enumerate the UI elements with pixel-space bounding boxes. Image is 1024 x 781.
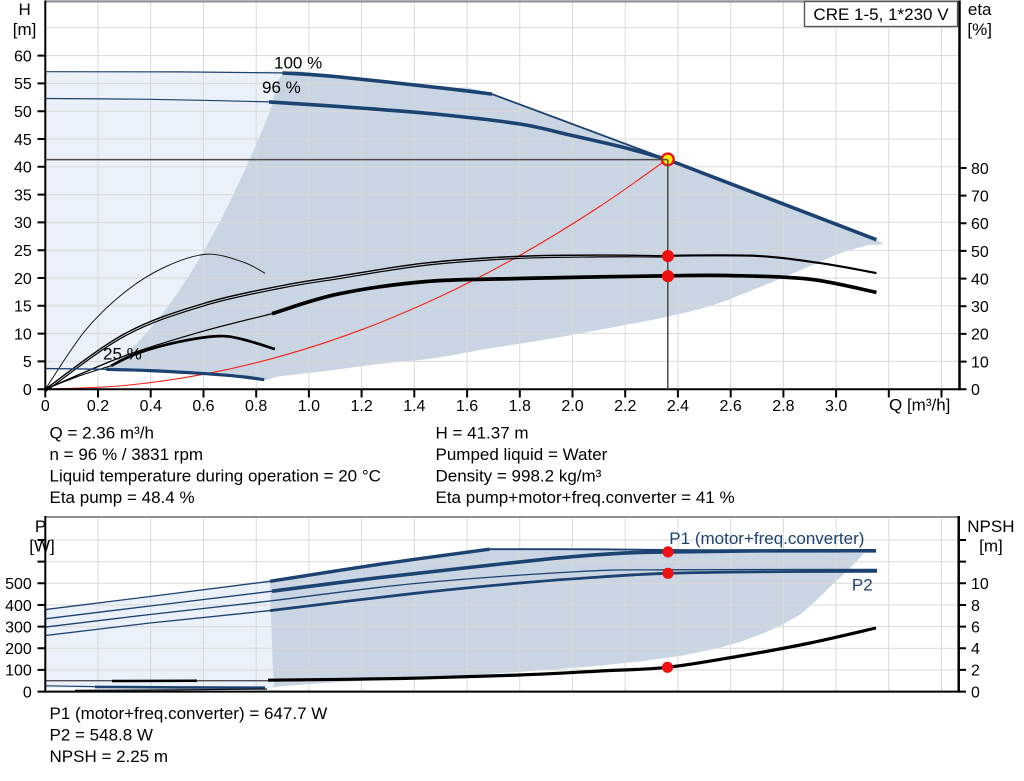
svg-text:40: 40 xyxy=(971,271,989,288)
svg-text:50: 50 xyxy=(971,244,989,261)
svg-text:P2: P2 xyxy=(852,576,873,595)
svg-text:H: H xyxy=(18,0,30,19)
svg-text:1.4: 1.4 xyxy=(403,398,425,415)
svg-text:1.2: 1.2 xyxy=(350,398,372,415)
svg-text:[%]: [%] xyxy=(967,20,992,39)
svg-text:5: 5 xyxy=(23,354,32,371)
svg-text:P1 (motor+freq.converter) = 64: P1 (motor+freq.converter) = 647.7 W xyxy=(50,704,328,723)
svg-text:50: 50 xyxy=(14,104,32,121)
svg-text:10: 10 xyxy=(971,354,989,371)
svg-text:60: 60 xyxy=(971,216,989,233)
svg-text:P2 = 548.8 W: P2 = 548.8 W xyxy=(50,726,153,745)
svg-text:NPSH: NPSH xyxy=(967,517,1014,536)
svg-text:80: 80 xyxy=(971,161,989,178)
svg-text:10: 10 xyxy=(14,326,32,343)
svg-text:3.0: 3.0 xyxy=(825,398,847,415)
svg-text:45: 45 xyxy=(14,132,32,149)
svg-text:8: 8 xyxy=(971,598,980,615)
svg-text:100: 100 xyxy=(5,663,32,680)
svg-text:300: 300 xyxy=(5,619,32,636)
svg-text:P1 (motor+freq.converter): P1 (motor+freq.converter) xyxy=(669,529,864,548)
svg-text:100 %: 100 % xyxy=(274,54,322,73)
svg-text:2.0: 2.0 xyxy=(561,398,583,415)
svg-text:0: 0 xyxy=(23,684,32,701)
svg-text:40: 40 xyxy=(14,160,32,177)
svg-text:Liquid temperature during oper: Liquid temperature during operation = 20… xyxy=(50,467,381,486)
svg-text:20: 20 xyxy=(971,327,989,344)
svg-text:2.8: 2.8 xyxy=(772,398,794,415)
svg-text:Pumped liquid = Water: Pumped liquid = Water xyxy=(436,445,608,464)
svg-text:P: P xyxy=(35,517,46,536)
svg-text:eta: eta xyxy=(968,0,992,19)
svg-text:25 %: 25 % xyxy=(103,345,142,364)
svg-text:200: 200 xyxy=(5,641,32,658)
svg-text:30: 30 xyxy=(971,299,989,316)
svg-text:96 %: 96 % xyxy=(262,78,301,97)
svg-text:Q = 2.36 m³/h: Q = 2.36 m³/h xyxy=(50,424,154,443)
svg-text:4: 4 xyxy=(971,641,980,658)
svg-text:n = 96 % / 3831 rpm: n = 96 % / 3831 rpm xyxy=(50,445,204,464)
svg-text:400: 400 xyxy=(5,598,32,615)
svg-text:15: 15 xyxy=(14,299,32,316)
svg-text:0.4: 0.4 xyxy=(140,398,162,415)
svg-text:70: 70 xyxy=(971,188,989,205)
svg-text:Density = 998.2 kg/m³: Density = 998.2 kg/m³ xyxy=(436,467,602,486)
svg-text:30: 30 xyxy=(14,215,32,232)
svg-text:2.6: 2.6 xyxy=(720,398,742,415)
svg-text:10: 10 xyxy=(971,576,989,593)
svg-text:35: 35 xyxy=(14,187,32,204)
svg-text:0: 0 xyxy=(971,382,980,399)
svg-text:25: 25 xyxy=(14,243,32,260)
svg-text:20: 20 xyxy=(14,271,32,288)
svg-text:55: 55 xyxy=(14,76,32,93)
svg-text:2.2: 2.2 xyxy=(614,398,636,415)
svg-text:1.6: 1.6 xyxy=(456,398,478,415)
svg-text:[m]: [m] xyxy=(13,20,37,39)
svg-text:1.0: 1.0 xyxy=(298,398,320,415)
svg-text:Eta pump+motor+freq.converter: Eta pump+motor+freq.converter = 41 % xyxy=(436,488,735,507)
svg-text:[m]: [m] xyxy=(979,537,1003,556)
svg-text:H = 41.37 m: H = 41.37 m xyxy=(436,424,529,443)
svg-text:0.8: 0.8 xyxy=(245,398,267,415)
svg-text:2: 2 xyxy=(971,663,980,680)
svg-text:60: 60 xyxy=(14,48,32,65)
svg-text:500: 500 xyxy=(5,576,32,593)
svg-text:[W]: [W] xyxy=(29,537,55,556)
svg-text:6: 6 xyxy=(971,619,980,636)
svg-text:Q [m³/h]: Q [m³/h] xyxy=(889,396,950,415)
svg-text:0: 0 xyxy=(23,382,32,399)
svg-text:2.4: 2.4 xyxy=(667,398,689,415)
svg-text:0: 0 xyxy=(971,684,980,701)
svg-text:0.6: 0.6 xyxy=(192,398,214,415)
svg-text:CRE 1-5, 1*230 V: CRE 1-5, 1*230 V xyxy=(813,5,949,24)
svg-text:Eta pump = 48.4 %: Eta pump = 48.4 % xyxy=(50,488,195,507)
svg-text:1.8: 1.8 xyxy=(509,398,531,415)
svg-text:0: 0 xyxy=(41,398,50,415)
svg-text:0.2: 0.2 xyxy=(87,398,109,415)
svg-text:NPSH = 2.25 m: NPSH = 2.25 m xyxy=(50,747,169,766)
